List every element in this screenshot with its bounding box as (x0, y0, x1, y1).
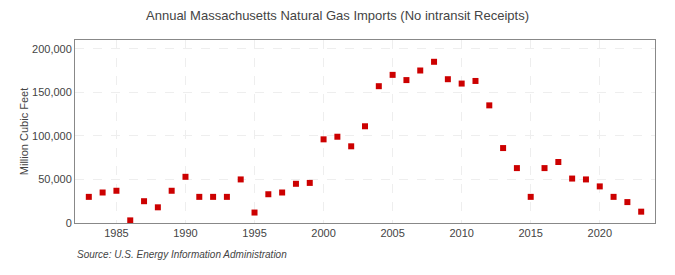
svg-text:1995: 1995 (242, 227, 266, 239)
svg-text:2000: 2000 (311, 227, 335, 239)
svg-text:Source: U.S. Energy Informatio: Source: U.S. Energy Information Administ… (77, 249, 287, 260)
svg-text:0: 0 (66, 217, 72, 229)
svg-text:Million Cubic Feet: Million Cubic Feet (18, 88, 30, 175)
svg-text:1990: 1990 (173, 227, 197, 239)
svg-text:Annual Massachusetts Natural G: Annual Massachusetts Natural Gas Imports… (146, 8, 529, 23)
svg-text:200,000: 200,000 (32, 43, 72, 55)
svg-text:100,000: 100,000 (32, 130, 72, 142)
svg-text:50,000: 50,000 (38, 173, 72, 185)
svg-text:2015: 2015 (518, 227, 542, 239)
svg-text:2010: 2010 (449, 227, 473, 239)
svg-text:150,000: 150,000 (32, 86, 72, 98)
svg-text:2005: 2005 (380, 227, 404, 239)
svg-text:1985: 1985 (104, 227, 128, 239)
svg-text:2020: 2020 (588, 227, 612, 239)
